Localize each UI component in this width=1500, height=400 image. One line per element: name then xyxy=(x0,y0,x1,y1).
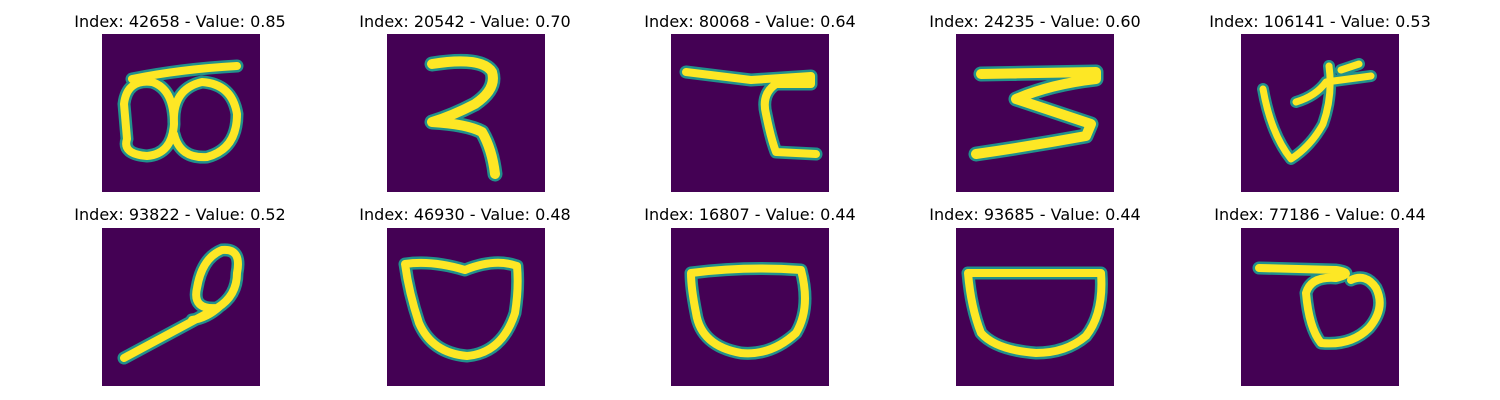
digit-image xyxy=(1241,34,1399,192)
panel-title: Index: 16807 - Value: 0.44 xyxy=(644,205,856,224)
panel-title: Index: 93822 - Value: 0.52 xyxy=(74,205,286,224)
digit-image xyxy=(387,34,545,192)
panel-title: Index: 24235 - Value: 0.60 xyxy=(929,12,1141,31)
digit-image xyxy=(671,34,829,192)
digit-image xyxy=(671,228,829,386)
panel-title: Index: 106141 - Value: 0.53 xyxy=(1209,12,1431,31)
digit-image xyxy=(956,34,1114,192)
panel-title: Index: 93685 - Value: 0.44 xyxy=(929,205,1141,224)
panel-title: Index: 80068 - Value: 0.64 xyxy=(644,12,856,31)
digit-image xyxy=(956,228,1114,386)
panel-title: Index: 77186 - Value: 0.44 xyxy=(1214,205,1426,224)
panel-title: Index: 42658 - Value: 0.85 xyxy=(74,12,286,31)
digit-image xyxy=(102,228,260,386)
digit-image xyxy=(102,34,260,192)
digit-image xyxy=(1241,228,1399,386)
panel-title: Index: 20542 - Value: 0.70 xyxy=(359,12,571,31)
panel-title: Index: 46930 - Value: 0.48 xyxy=(359,205,571,224)
digit-image xyxy=(387,228,545,386)
